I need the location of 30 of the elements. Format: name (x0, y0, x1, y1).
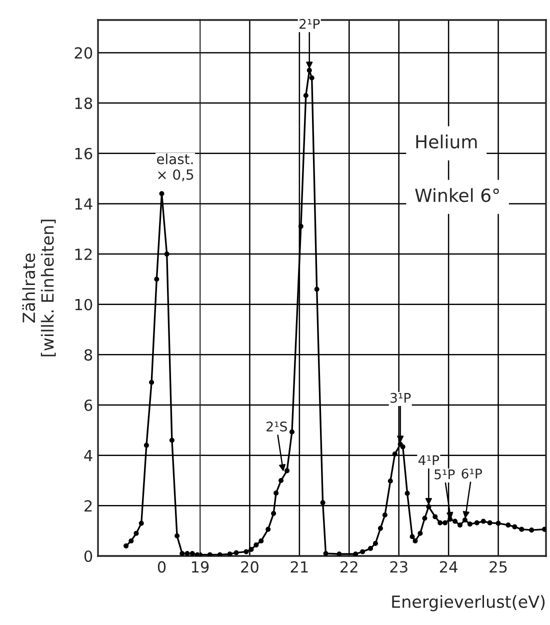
x-tick-label: 23 (390, 561, 408, 573)
y-axis-title: Zählrate [willk. Einheiten] (22, 220, 56, 356)
x-axis-title: Energieverlust(eV) (392, 595, 545, 612)
annotation: Helium (416, 134, 477, 149)
y-tick-label: 12 (75, 248, 92, 260)
annotation: elast. × 0,5 (156, 154, 194, 182)
y-tick-label: 6 (84, 399, 92, 412)
x-tick-label: 24 (440, 561, 458, 572)
y-tick-label: 14 (75, 198, 92, 210)
y-tick-label: 10 (75, 298, 92, 310)
annotation: 6¹P (462, 468, 482, 479)
x-tick-label: 25 (490, 561, 507, 573)
y-tick-label: 16 (75, 148, 92, 160)
y-tick-label: 0 (84, 550, 92, 562)
annotation: Winkel 6° (415, 188, 499, 202)
annotation: 2¹P (300, 18, 320, 29)
y-tick-label: 8 (84, 349, 92, 361)
x-tick-label: 19 (192, 561, 209, 573)
x-tick-label: 22 (340, 561, 358, 572)
annotation: 3¹P (390, 392, 411, 403)
annotation: 5¹P (434, 469, 455, 480)
y-tick-label: 20 (74, 47, 92, 59)
x-tick-label: 0 (158, 561, 166, 573)
x-tick-label: 21 (290, 561, 308, 572)
y-tick-label: 2 (84, 500, 92, 512)
y-tick-label: 18 (75, 98, 92, 110)
x-tick-label: 20 (241, 561, 258, 573)
y-tick-label: 4 (84, 450, 92, 462)
annotation: 4¹P (418, 455, 440, 466)
annotation: 2¹S (266, 422, 287, 432)
